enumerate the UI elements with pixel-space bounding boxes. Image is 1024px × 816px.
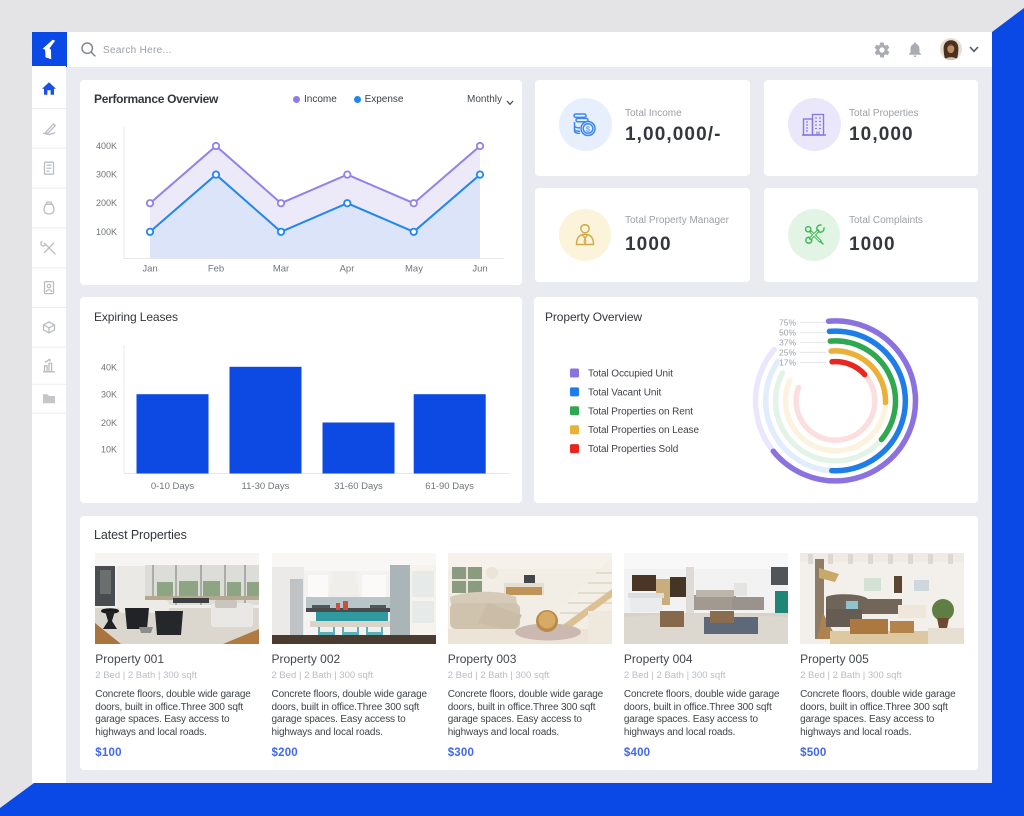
- svg-text:Jun: Jun: [472, 264, 487, 275]
- svg-text:Total Properties on Rent: Total Properties on Rent: [588, 406, 693, 417]
- svg-text:0-10 Days: 0-10 Days: [151, 481, 195, 492]
- svg-text:50%: 50%: [779, 328, 796, 338]
- svg-text:37%: 37%: [779, 337, 796, 347]
- svg-text:Feb: Feb: [208, 264, 224, 275]
- svg-text:Apr: Apr: [340, 264, 355, 275]
- svg-text:Total Vacant Unit: Total Vacant Unit: [588, 387, 661, 398]
- svg-text:Mar: Mar: [273, 264, 289, 275]
- svg-text:Jan: Jan: [142, 264, 157, 275]
- svg-text:10K: 10K: [101, 445, 117, 455]
- svg-text:400K: 400K: [96, 141, 117, 151]
- svg-text:17%: 17%: [779, 358, 796, 368]
- svg-text:31-60 Days: 31-60 Days: [334, 481, 383, 492]
- svg-text:200K: 200K: [96, 198, 117, 208]
- svg-text:40K: 40K: [101, 362, 117, 372]
- svg-text:300K: 300K: [96, 170, 117, 180]
- svg-text:100K: 100K: [96, 227, 117, 237]
- svg-text:30K: 30K: [101, 390, 117, 400]
- svg-text:20K: 20K: [101, 418, 117, 428]
- svg-text:11-30 Days: 11-30 Days: [242, 481, 290, 492]
- svg-text:25%: 25%: [779, 347, 796, 357]
- svg-text:$: $: [586, 124, 591, 133]
- svg-text:75%: 75%: [779, 318, 796, 328]
- svg-text:Total Properties on Lease: Total Properties on Lease: [588, 425, 699, 436]
- svg-text:Total Occupied Unit: Total Occupied Unit: [588, 369, 673, 380]
- svg-text:61-90 Days: 61-90 Days: [425, 481, 474, 492]
- svg-text:Total Properties Sold: Total Properties Sold: [588, 444, 678, 455]
- svg-text:May: May: [405, 264, 423, 275]
